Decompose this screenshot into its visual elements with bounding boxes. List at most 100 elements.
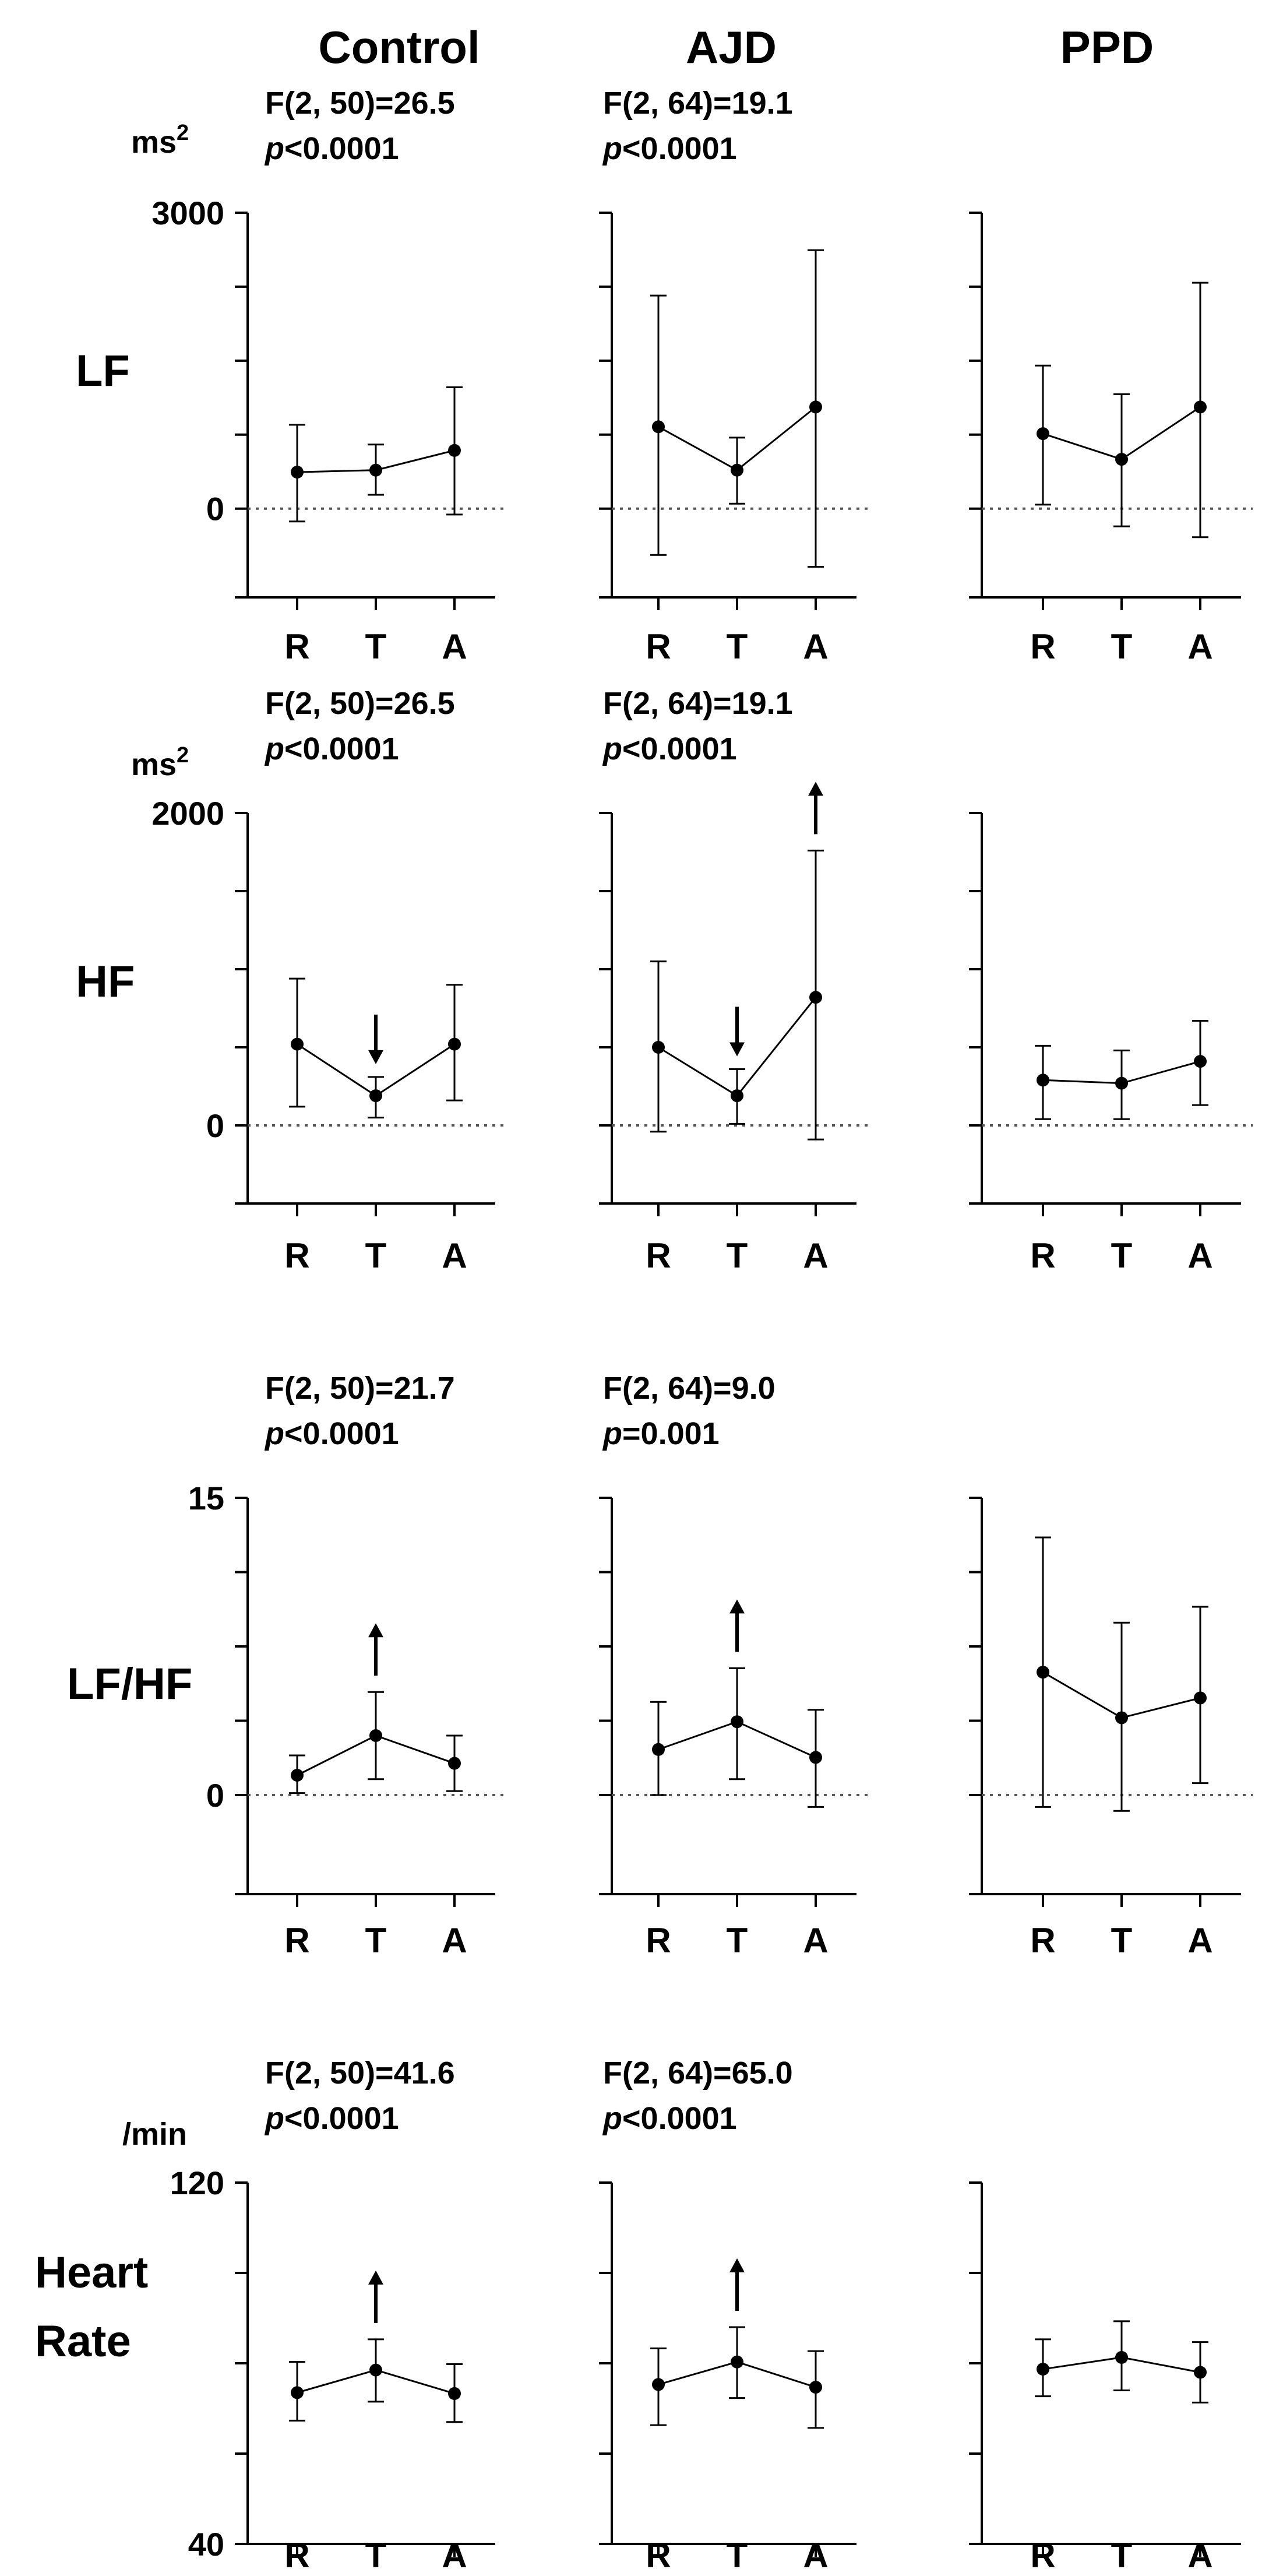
stat-p-value: p<0.0001 (602, 2101, 737, 2136)
y-tick-label: 15 (188, 1480, 224, 1516)
x-tick-label-r: R (284, 2536, 309, 2575)
chart-row-hf: HF ms2 2000 0 R T A R T A R T A (76, 743, 1253, 1275)
stats-annotation-control-hf: F(2, 50)=26.5 p<0.0001 (264, 686, 455, 766)
mean-point-t (731, 1089, 743, 1103)
row-label: Heart Rate (35, 2248, 148, 2366)
row-label-line: Rate (35, 2317, 131, 2366)
mean-point-a (1194, 1691, 1207, 1705)
stat-f-value: F(2, 50)=26.5 (265, 686, 455, 721)
mean-point-a (448, 444, 461, 457)
x-tick-label-t: T (727, 1236, 748, 1275)
arrow-up-icon (808, 782, 823, 835)
y-tick-label: 3000 (151, 195, 224, 231)
chart-row-heart-rate: Heart Rate/min 120 40 R T A R T A R T A (35, 2117, 1241, 2575)
arrow-up-icon (729, 1599, 745, 1652)
stat-p-symbol: p (602, 1416, 622, 1451)
unit-label: ms2 (131, 121, 189, 160)
mean-point-r (1037, 2363, 1049, 2376)
mean-point-t (731, 1715, 743, 1729)
x-tick-label-r: R (646, 1921, 671, 1960)
x-tick-label-r: R (646, 2536, 671, 2575)
x-tick-label-r: R (284, 1236, 309, 1275)
chart-row-lf-hf: LF/HF 15 0 R T A R T A R T A (67, 1480, 1253, 1960)
unit-superscript: 2 (177, 121, 189, 145)
mean-point-r (652, 1041, 665, 1054)
stats-annotation-control-lf-hf: F(2, 50)=21.7 p<0.0001 (264, 1371, 455, 1451)
x-tick-label-t: T (1111, 1921, 1133, 1960)
mean-point-t (731, 2355, 743, 2369)
x-tick-label-t: T (365, 2536, 387, 2575)
x-tick-label-a: A (1187, 627, 1212, 666)
stat-p-rest: <0.0001 (284, 131, 399, 166)
x-tick-label-t: T (727, 1921, 748, 1960)
stats-annotation-ajd-hf: F(2, 64)=19.1 p<0.0001 (602, 686, 793, 766)
stat-p-symbol: p (264, 131, 284, 166)
stat-p-value: p<0.0001 (264, 2101, 399, 2136)
mean-point-r (1037, 1666, 1049, 1679)
arrow-up-icon (368, 2270, 383, 2323)
x-tick-label-r: R (1030, 2536, 1055, 2575)
column-headers: Control AJD PPD (318, 22, 1154, 73)
unit-label: ms2 (131, 743, 189, 782)
stat-p-value: p<0.0001 (602, 131, 737, 166)
mean-point-t (369, 2363, 382, 2377)
stat-f-value: F(2, 64)=9.0 (603, 1371, 776, 1406)
stat-p-rest: <0.0001 (622, 2101, 737, 2136)
x-tick-label-a: A (442, 1921, 467, 1960)
mean-point-r (652, 420, 665, 434)
stats-annotation-ajd-lf: F(2, 64)=19.1 p<0.0001 (602, 86, 793, 166)
mean-point-r (291, 1769, 304, 1782)
mean-point-a (448, 1757, 461, 1770)
stat-p-symbol: p (264, 731, 284, 766)
stat-p-rest: <0.0001 (284, 731, 399, 766)
mean-point-r (1037, 1074, 1049, 1087)
y-tick-label: 2000 (151, 795, 224, 832)
y-tick-label: 120 (170, 2165, 224, 2201)
stat-p-symbol: p (602, 731, 622, 766)
mean-point-t (1115, 2350, 1128, 2364)
x-tick-label-r: R (1030, 1236, 1055, 1275)
x-tick-label-r: R (646, 1236, 671, 1275)
mean-point-r (291, 2386, 304, 2399)
mean-point-a (1194, 400, 1207, 414)
stat-p-value: p<0.0001 (264, 731, 399, 766)
arrow-head (808, 782, 823, 796)
stat-p-symbol: p (264, 1416, 284, 1451)
mean-point-t (369, 1729, 382, 1742)
stats-annotation-ajd-lf-hf: F(2, 64)=9.0 p=0.001 (602, 1371, 776, 1451)
mean-point-t (369, 1089, 382, 1103)
unit-label: /min (122, 2117, 187, 2152)
mean-point-a (1194, 1055, 1207, 1068)
y-tick-label: 0 (206, 1107, 224, 1144)
x-tick-label-a: A (442, 1236, 467, 1275)
arrow-head (729, 2258, 745, 2272)
arrow-head (729, 1599, 745, 1614)
chart-row-lf: LF ms2 3000 0 R T A R T A R T A (76, 121, 1253, 666)
stat-f-value: F(2, 50)=41.6 (265, 2056, 455, 2091)
mean-point-a (448, 1037, 461, 1051)
column-header-ppd: PPD (1060, 22, 1154, 73)
x-tick-label-r: R (646, 627, 671, 666)
stat-p-value: p<0.0001 (264, 1416, 399, 1451)
stat-p-value: p=0.001 (602, 1416, 720, 1451)
x-tick-label-a: A (1187, 2536, 1212, 2575)
stat-f-value: F(2, 64)=65.0 (603, 2056, 793, 2091)
panel-control-hf: 2000 0 R T A (151, 795, 507, 1275)
x-tick-label-t: T (365, 627, 387, 666)
mean-point-a (809, 400, 822, 414)
panel-control-lf: 3000 0 R T A (151, 195, 507, 666)
stat-p-value: p<0.0001 (264, 131, 399, 166)
x-tick-label-t: T (365, 1236, 387, 1275)
x-tick-label-t: T (1111, 2536, 1133, 2575)
mean-point-a (809, 2381, 822, 2394)
arrow-head (368, 1623, 383, 1638)
mean-point-r (291, 466, 304, 479)
x-tick-label-t: T (1111, 1236, 1133, 1275)
arrow-down-icon (729, 1007, 745, 1057)
column-header-control: Control (318, 22, 480, 73)
